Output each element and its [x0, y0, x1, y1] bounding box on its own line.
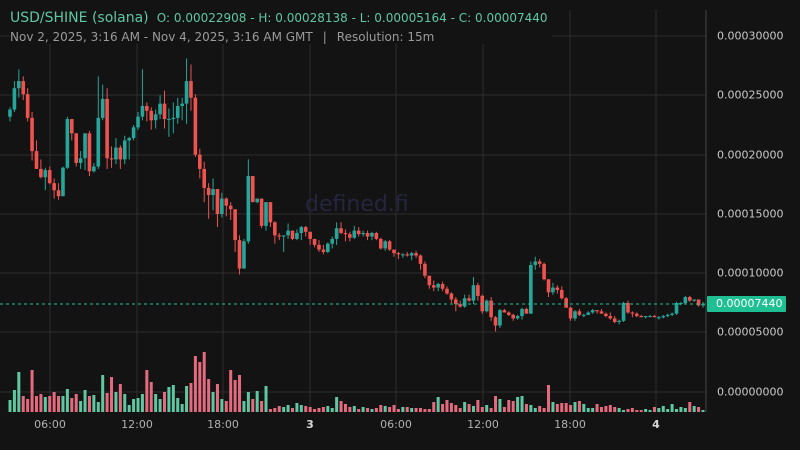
price-tick-label: 0.00015000 — [717, 207, 784, 221]
chart-legend: USD/SHINE (solana) O: 0.00022908 - H: 0.… — [10, 10, 552, 44]
candles — [8, 58, 705, 332]
price-tick-label: 0.00000000 — [717, 385, 784, 399]
time-tick-label: 4 — [652, 418, 660, 431]
watermark: defined.fi — [305, 192, 409, 217]
volume-bars — [8, 352, 705, 412]
price-tick-label: 0.00030000 — [717, 29, 784, 43]
time-tick-label: 12:00 — [467, 418, 499, 431]
price-tick-label: 0.00025000 — [717, 88, 784, 102]
grid-lines — [0, 10, 706, 412]
time-tick-label: 06:00 — [34, 418, 66, 431]
price-tick-label: 0.00010000 — [717, 266, 784, 280]
time-tick-label: 3 — [306, 418, 314, 431]
pair-title: USD/SHINE (solana) — [10, 10, 149, 26]
time-tick-label: 18:00 — [207, 418, 239, 431]
ohlc-values: O: 0.00022908 - H: 0.00028138 - L: 0.000… — [156, 11, 548, 25]
last-price-tag: 0.00007440 — [707, 296, 786, 312]
resolution: Resolution: 15m — [336, 30, 435, 44]
time-tick-label: 12:00 — [121, 418, 153, 431]
time-tick-label: 18:00 — [554, 418, 586, 431]
time-tick-label: 06:00 — [380, 418, 412, 431]
price-tick-label: 0.00020000 — [717, 148, 784, 162]
date-range: Nov 2, 2025, 3:16 AM - Nov 4, 2025, 3:16… — [10, 30, 313, 44]
price-tick-label: 0.00005000 — [717, 325, 784, 339]
separator: | — [322, 30, 327, 44]
